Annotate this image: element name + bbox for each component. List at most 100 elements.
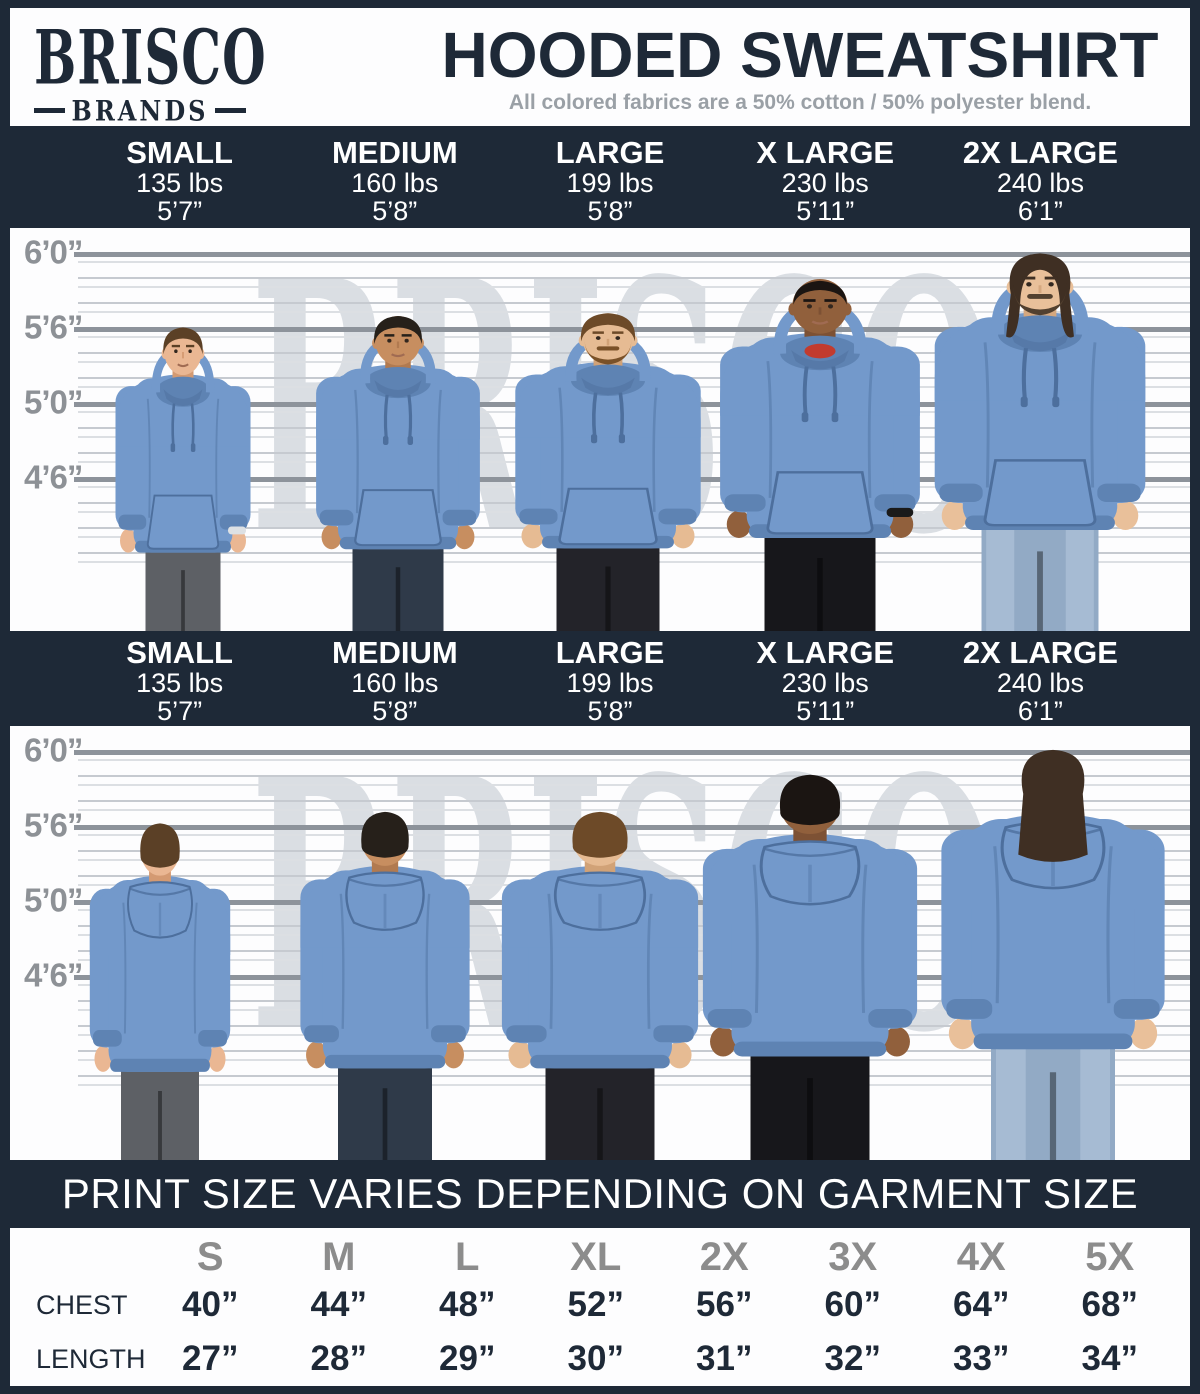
size-name: SMALL xyxy=(126,635,233,670)
drawstrings xyxy=(1021,347,1059,399)
size-height: 5’8” xyxy=(587,696,633,726)
size-label-medium: MEDIUM 160 lbs 5’8” xyxy=(287,136,502,225)
table-value-cell: 56” xyxy=(696,1285,753,1324)
height-label: 5’6” xyxy=(24,308,83,346)
drawstrings xyxy=(591,392,625,436)
height-line xyxy=(78,261,1190,263)
person-figure-back-large xyxy=(491,793,709,1160)
height-label: 5’0” xyxy=(24,383,83,421)
size-weight: 135 lbs xyxy=(136,168,224,198)
size-height: 5’7” xyxy=(157,196,203,226)
kangaroo-pocket xyxy=(558,487,658,546)
person-svg xyxy=(89,823,231,1160)
height-line xyxy=(78,859,1190,861)
person-figure-front-x-large xyxy=(709,259,931,631)
table-header-4x: 4X xyxy=(956,1235,1006,1279)
beard xyxy=(584,336,632,365)
banner-text: PRINT SIZE VARIES DEPENDING ON GARMENT S… xyxy=(61,1170,1139,1217)
logo-brisco-text: BRISCO xyxy=(34,13,267,102)
person-svg xyxy=(316,316,480,631)
kangaroo-pocket xyxy=(146,494,220,550)
hand-right xyxy=(443,1041,464,1069)
watch xyxy=(228,526,246,535)
hand-left xyxy=(948,1017,977,1050)
height-line xyxy=(78,775,1190,777)
size-height: 5’11” xyxy=(796,196,855,226)
size-weight: 240 lbs xyxy=(996,668,1084,698)
size-height: 5’8” xyxy=(372,196,418,226)
size-label-small: SMALL 135 lbs 5’7” xyxy=(72,636,287,725)
person-figure-back-x-large xyxy=(691,754,929,1160)
size-weight: 135 lbs xyxy=(136,668,224,698)
hair xyxy=(580,313,636,342)
pants xyxy=(338,1059,432,1160)
drawstrings xyxy=(383,394,413,438)
kangaroo-pocket xyxy=(354,489,442,547)
hand-right xyxy=(208,1045,226,1072)
hand-right xyxy=(888,510,914,538)
table-value-cell: 60” xyxy=(824,1285,881,1324)
person-svg xyxy=(941,749,1165,1160)
height-line xyxy=(78,759,1190,761)
table-value-cell: 27” xyxy=(182,1339,239,1378)
size-name: 2X LARGE xyxy=(962,635,1118,670)
size-name: LARGE xyxy=(555,135,665,170)
logo-bar-left xyxy=(34,108,65,113)
height-line xyxy=(78,850,1190,852)
table-value-cell: 30” xyxy=(567,1339,624,1378)
table-row-label-chest: CHEST xyxy=(36,1289,128,1320)
hair xyxy=(793,280,847,305)
size-name: LARGE xyxy=(555,635,665,670)
size-name: MEDIUM xyxy=(331,135,458,170)
hair xyxy=(374,316,422,344)
size-table: S M L XL 2X 3X 4X 5X CHEST 40” 44” 48” 52” 56” 60” 64” 6… xyxy=(10,1228,1190,1386)
person-svg xyxy=(720,279,920,631)
hand-right xyxy=(229,528,246,553)
hand-right xyxy=(667,1041,692,1069)
pants xyxy=(764,528,876,631)
table-value-cell: 31” xyxy=(696,1339,753,1378)
size-weight: 240 lbs xyxy=(996,168,1084,198)
hand-left xyxy=(521,523,545,549)
photo-section-front: BRISCO 6’0”5’6”5’0”4’6” xyxy=(10,228,1190,631)
table-header-2x: 2X xyxy=(699,1235,749,1279)
hand-right xyxy=(883,1026,910,1057)
size-label-x-large: X LARGE 230 lbs 5’11” xyxy=(718,136,933,225)
table-value-cell: 29” xyxy=(439,1339,496,1378)
hair xyxy=(1018,749,1088,862)
size-height: 5’11” xyxy=(796,696,855,726)
size-weight: 199 lbs xyxy=(566,168,654,198)
page-subtitle: All colored fabrics are a 50% cotton / 5… xyxy=(508,91,1092,114)
size-height: 5’8” xyxy=(587,196,633,226)
logo-brands-row: BRANDS xyxy=(34,94,246,127)
person-figure-back-small xyxy=(82,805,238,1160)
table-value-cell: 33” xyxy=(953,1339,1010,1378)
table-value-cell: 28” xyxy=(310,1339,367,1378)
watch xyxy=(886,507,914,517)
size-weight: 230 lbs xyxy=(781,168,869,198)
person-figure-back-2x-large xyxy=(929,729,1177,1160)
size-height: 5’8” xyxy=(372,696,418,726)
size-height: 6’1” xyxy=(1017,696,1063,726)
hand-left xyxy=(321,524,342,550)
table-value-cell: 48” xyxy=(439,1285,496,1324)
person-svg xyxy=(501,811,699,1160)
size-label-large: LARGE 199 lbs 5’8” xyxy=(502,636,717,725)
height-line xyxy=(78,302,1190,304)
page-title: HOODED SWEATSHIRT xyxy=(441,19,1159,91)
person-svg xyxy=(515,313,701,631)
header: BRISCO BRANDS HOODED SWEATSHIRT All colo… xyxy=(10,8,1190,127)
person-figure-back-medium xyxy=(291,793,479,1160)
hand-left xyxy=(710,1026,737,1057)
size-weight: 230 lbs xyxy=(781,668,869,698)
table-row-label-length: LENGTH xyxy=(36,1343,146,1374)
height-line xyxy=(78,361,1190,363)
size-label-row-top: SMALL 135 lbs 5’7” MEDIUM 160 lbs 5’8” LARGE 19… xyxy=(0,136,1200,225)
hair xyxy=(361,811,409,858)
size-label-2x-large: 2X LARGE 240 lbs 6’1” xyxy=(933,636,1148,725)
person-svg xyxy=(934,253,1146,631)
pants xyxy=(352,540,444,631)
height-label: 4’6” xyxy=(24,956,83,994)
height-line-major xyxy=(74,252,1190,257)
